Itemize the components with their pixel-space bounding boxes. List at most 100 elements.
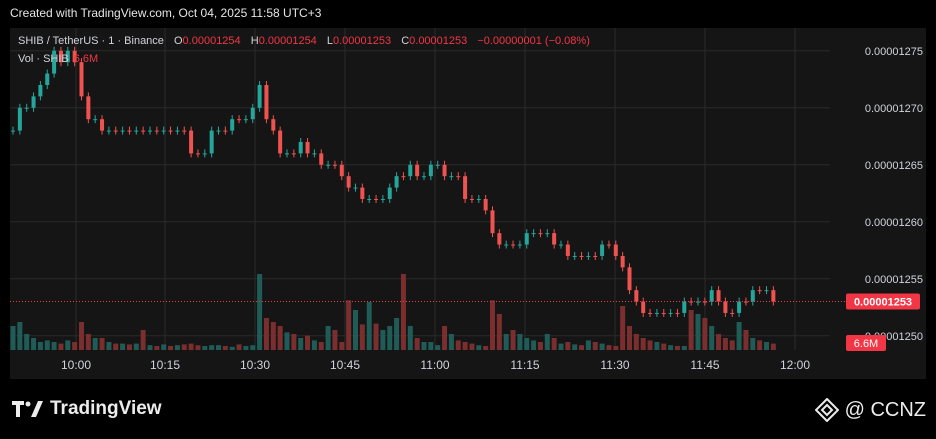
volume-bar[interactable] xyxy=(99,338,105,350)
volume-bar[interactable] xyxy=(551,338,557,350)
candle-body[interactable] xyxy=(737,301,742,313)
candle-body[interactable] xyxy=(38,84,43,97)
volume-bar[interactable] xyxy=(181,344,187,350)
candle-body[interactable] xyxy=(45,73,50,85)
candle-body[interactable] xyxy=(682,301,687,313)
candle-body[interactable] xyxy=(106,130,111,132)
chart-panel[interactable]: 0.00001275 0.00001270 0.00001265 0.00001260… xyxy=(10,28,926,379)
candle-body[interactable] xyxy=(285,153,289,155)
volume-bar[interactable] xyxy=(681,346,687,350)
candle-body[interactable] xyxy=(634,290,639,302)
volume-bar[interactable] xyxy=(579,345,585,350)
volume-bar[interactable] xyxy=(743,330,749,350)
volume-bar[interactable] xyxy=(257,274,263,350)
candle-body[interactable] xyxy=(113,130,118,132)
candle-body[interactable] xyxy=(641,301,646,313)
candle-body[interactable] xyxy=(572,255,577,257)
volume-bar[interactable] xyxy=(674,346,680,350)
candle-body[interactable] xyxy=(394,176,399,188)
volume-bar[interactable] xyxy=(284,332,290,350)
candle-body[interactable] xyxy=(627,267,632,291)
volume-bar[interactable] xyxy=(126,344,132,350)
candle-body[interactable] xyxy=(305,141,310,154)
volume-bar[interactable] xyxy=(627,326,632,350)
candle-body[interactable] xyxy=(613,244,618,256)
candle-body[interactable] xyxy=(237,119,242,121)
volume-bar[interactable] xyxy=(353,310,358,350)
candle-body[interactable] xyxy=(668,312,673,314)
candle-body[interactable] xyxy=(17,107,22,131)
volume-bar[interactable] xyxy=(216,345,221,350)
volume-bar[interactable] xyxy=(37,342,43,350)
tradingview-logo[interactable]: TradingView xyxy=(12,398,162,420)
candle-body[interactable] xyxy=(367,198,372,200)
candle-body[interactable] xyxy=(58,50,63,63)
volume-bar[interactable] xyxy=(455,340,461,350)
candle-body[interactable] xyxy=(332,164,337,166)
volume-bar[interactable] xyxy=(729,340,735,350)
volume-bar[interactable] xyxy=(298,338,304,350)
volume-bar[interactable] xyxy=(750,338,756,350)
volume-bar[interactable] xyxy=(544,334,550,350)
candle-body[interactable] xyxy=(401,176,406,178)
candle-body[interactable] xyxy=(661,312,666,314)
candle-body[interactable] xyxy=(319,153,324,165)
volume-bar[interactable] xyxy=(585,340,591,350)
candle-body[interactable] xyxy=(435,164,440,166)
candle-body[interactable] xyxy=(312,153,317,155)
candle-body[interactable] xyxy=(422,176,426,178)
volume-bar[interactable] xyxy=(325,326,331,350)
candle-body[interactable] xyxy=(189,130,194,154)
volume-bar[interactable] xyxy=(305,335,311,350)
volume-bar[interactable] xyxy=(716,334,722,350)
candle-body[interactable] xyxy=(449,176,454,178)
candle-body[interactable] xyxy=(730,312,735,314)
volume-bar[interactable] xyxy=(140,330,146,350)
volume-bar[interactable] xyxy=(736,322,742,350)
candle-body[interactable] xyxy=(565,244,570,256)
volume-bar[interactable] xyxy=(72,342,78,350)
candle-body[interactable] xyxy=(79,62,84,97)
volume-bar[interactable] xyxy=(407,326,413,350)
volume-bar[interactable] xyxy=(222,346,228,350)
candle-body[interactable] xyxy=(291,153,296,155)
volume-bar[interactable] xyxy=(133,343,139,350)
volume-bar[interactable] xyxy=(462,342,468,350)
volume-bar[interactable] xyxy=(414,338,420,350)
candle-body[interactable] xyxy=(353,187,358,189)
candle-body[interactable] xyxy=(702,301,707,303)
candle-body[interactable] xyxy=(250,107,255,120)
volume-bar[interactable] xyxy=(161,344,167,350)
volume-bar[interactable] xyxy=(51,342,57,350)
volume-bar[interactable] xyxy=(31,338,37,350)
candle-body[interactable] xyxy=(24,107,29,109)
candlestick-chart[interactable]: 0.00001275 0.00001270 0.00001265 0.00001260… xyxy=(10,28,926,379)
candle-body[interactable] xyxy=(456,176,461,178)
candle-body[interactable] xyxy=(346,176,351,188)
candle-body[interactable] xyxy=(387,187,392,199)
candle-body[interactable] xyxy=(524,233,529,245)
candle-body[interactable] xyxy=(216,130,221,132)
candle-body[interactable] xyxy=(600,244,605,256)
candle-body[interactable] xyxy=(374,198,379,200)
candle-body[interactable] xyxy=(100,119,105,131)
candle-body[interactable] xyxy=(182,130,187,132)
candle-body[interactable] xyxy=(195,153,200,155)
volume-bar[interactable] xyxy=(79,322,84,350)
candle-body[interactable] xyxy=(586,255,591,257)
candle-body[interactable] xyxy=(52,50,57,74)
candle-body[interactable] xyxy=(360,187,365,199)
candle-body[interactable] xyxy=(469,198,474,200)
volume-bar[interactable] xyxy=(496,314,502,350)
volume-bar[interactable] xyxy=(195,345,201,350)
volume-bar[interactable] xyxy=(435,345,441,350)
volume-bar[interactable] xyxy=(174,345,180,350)
volume-bar[interactable] xyxy=(722,338,728,350)
volume-bar[interactable] xyxy=(394,318,400,350)
symbol-label[interactable]: SHIB / TetherUS · 1 · Binance xyxy=(18,35,164,47)
volume-bar[interactable] xyxy=(448,334,454,350)
volume-bar[interactable] xyxy=(92,338,98,350)
volume-bar[interactable] xyxy=(770,343,776,350)
volume-bar[interactable] xyxy=(17,322,23,350)
candle-body[interactable] xyxy=(408,164,413,177)
